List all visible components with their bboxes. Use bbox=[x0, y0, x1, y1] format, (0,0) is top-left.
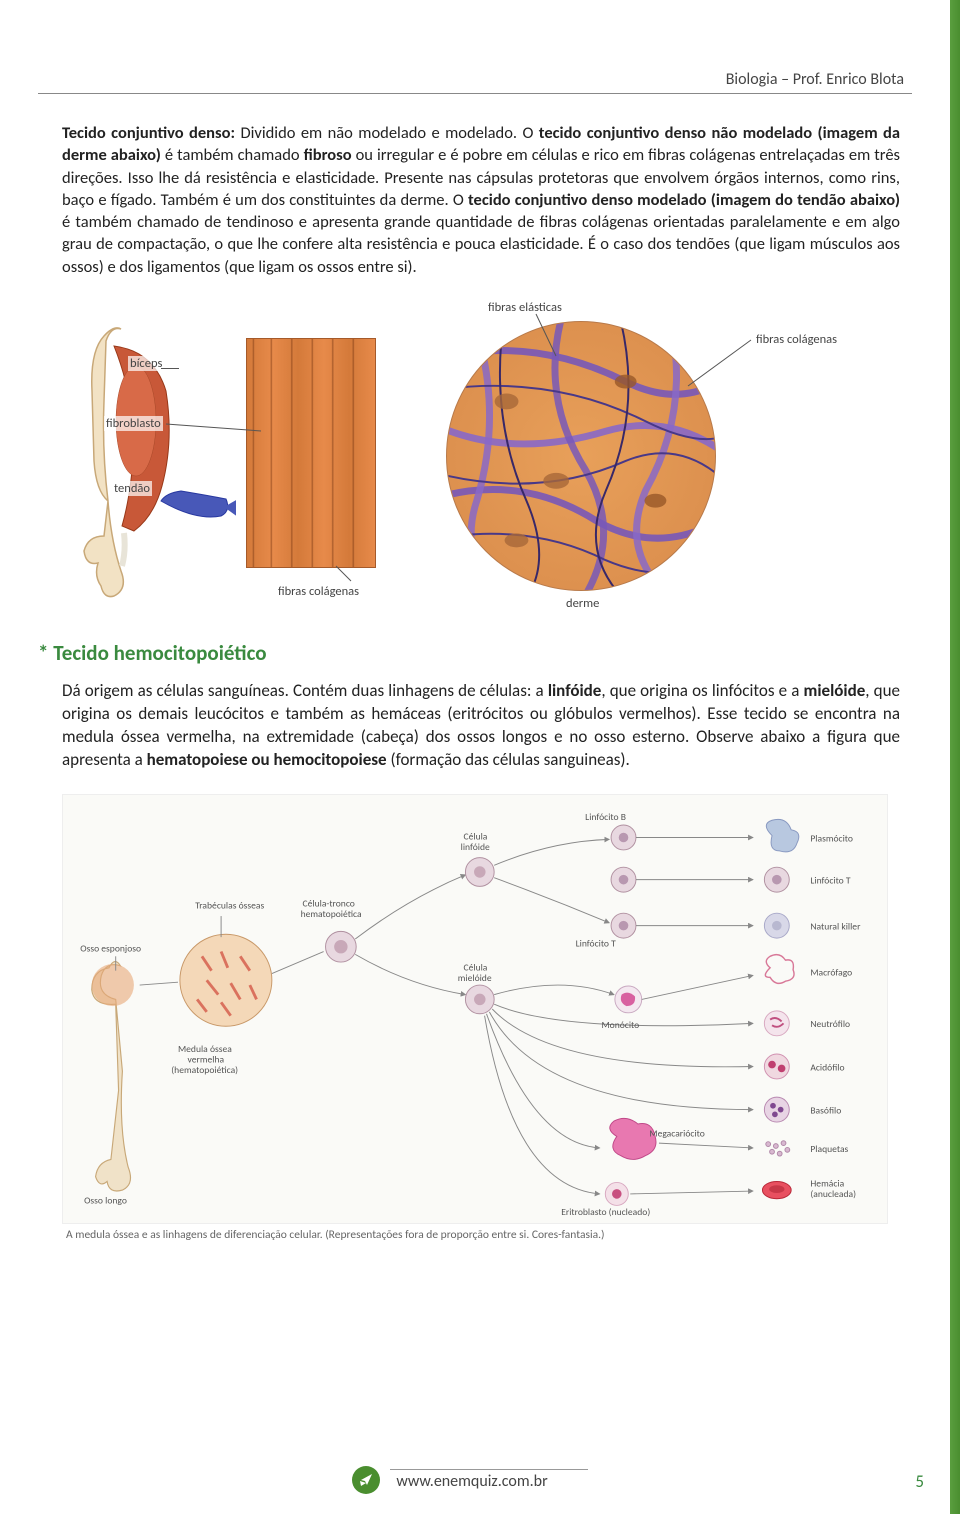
label-tronco: Célula-tronco hematopoiética bbox=[301, 897, 362, 920]
label-plaquetas: Plaquetas bbox=[810, 1142, 848, 1154]
label-neutrofilo: Neutrófilo bbox=[810, 1018, 850, 1030]
footer: www.enemquiz.com.br bbox=[0, 1466, 940, 1494]
section-title-hemocitopoietico: * Tecido hemocitopoiético bbox=[38, 640, 912, 666]
side-accent-bar bbox=[950, 0, 960, 1514]
label-osso-esponjoso: Osso esponjoso bbox=[80, 942, 141, 954]
label-derme: derme bbox=[564, 596, 601, 611]
label-nk: Natural killer bbox=[810, 920, 861, 932]
label-fibras-colagenas-2: fibras colágenas bbox=[754, 332, 839, 347]
label-plasmocito: Plasmócito bbox=[810, 832, 853, 844]
label-biceps: bíceps bbox=[128, 356, 164, 371]
label-linfocito-b: Linfócito B bbox=[585, 811, 626, 823]
bold-modelado: tecido conjuntivo denso modelado (imagem… bbox=[468, 190, 900, 210]
footer-url: www.enemquiz.com.br bbox=[390, 1469, 587, 1491]
bold-hematopoiese: hematopoiese ou hemocitopoiese bbox=[147, 749, 387, 770]
figure-2-caption: A medula óssea e as linhagens de diferen… bbox=[38, 1224, 912, 1242]
page-number: 5 bbox=[915, 1471, 924, 1492]
label-eritroblasto: Eritroblasto (nucleado) bbox=[561, 1206, 650, 1218]
bold-mieloide: mielóide bbox=[804, 680, 866, 701]
bold-tecido-denso: Tecido conjuntivo denso: bbox=[62, 123, 235, 143]
label-basofilo: Basófilo bbox=[810, 1104, 841, 1116]
label-fibras-colagenas-1: fibras colágenas bbox=[276, 584, 361, 599]
label-linfocito-t2: Linfócito T bbox=[810, 874, 851, 886]
label-linfoide: Célulalinfóide bbox=[461, 830, 490, 853]
label-linfocito-t: Linfócito T bbox=[576, 937, 617, 949]
bold-linfoide: linfóide bbox=[548, 680, 602, 701]
page-header: Biologia – Prof. Enrico Blota bbox=[38, 70, 912, 94]
label-macrofago: Macrófago bbox=[810, 966, 852, 978]
label-mieloide: Célulamielóide bbox=[458, 961, 492, 984]
footer-logo-icon bbox=[352, 1466, 380, 1494]
derme-circle-illustration bbox=[446, 321, 716, 591]
label-fibras-elasticas: fibras elásticas bbox=[486, 300, 564, 315]
label-acidofilo: Acidófilo bbox=[810, 1061, 844, 1073]
label-hemacia: Hemácia(anucleada) bbox=[810, 1177, 856, 1200]
label-monocito: Monócito bbox=[601, 1019, 639, 1031]
tendon-tissue-illustration bbox=[246, 338, 376, 568]
paragraph-hemocitopoietico: Dá origem as células sanguíneas. Contém … bbox=[38, 680, 912, 772]
label-tendao: tendão bbox=[112, 481, 152, 496]
label-megacariocito: Megacariócito bbox=[649, 1127, 704, 1139]
paragraph-tecido-denso: Tecido conjuntivo denso: Dividido em não… bbox=[38, 122, 912, 278]
label-fibroblasto: fibroblasto bbox=[104, 416, 163, 431]
label-medula: Medula óssea vermelha (hematopoiética) bbox=[171, 1043, 238, 1076]
bold-fibroso: fibroso bbox=[304, 145, 352, 165]
label-trabeculas: Trabéculas ósseas bbox=[195, 899, 264, 911]
figure-hematopoiese: Osso esponjoso Osso longo Trabéculas óss… bbox=[62, 794, 888, 1224]
figure-tecido-denso: bíceps fibroblasto tendão fibras colágen… bbox=[66, 296, 894, 616]
label-osso-longo: Osso longo bbox=[84, 1194, 127, 1206]
